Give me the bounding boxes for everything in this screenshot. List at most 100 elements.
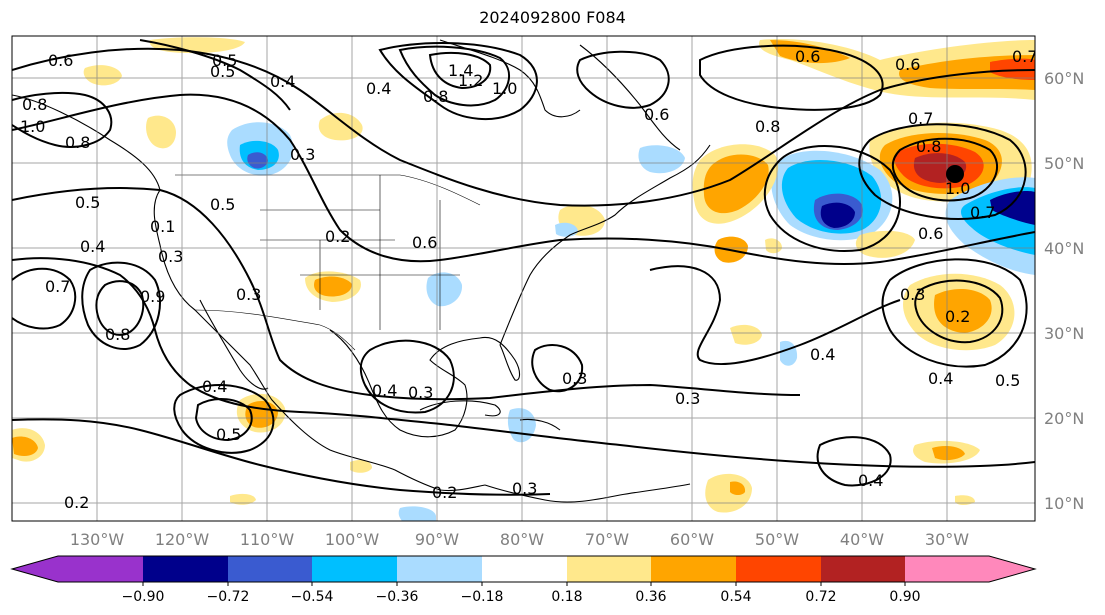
contour-label: 0.5 — [210, 195, 235, 214]
contour-line — [398, 45, 510, 107]
map-frame — [11, 35, 1036, 522]
contour-line — [194, 398, 253, 442]
contour-label: 0.6 — [48, 51, 73, 70]
colorbar-tick-label: −0.54 — [291, 589, 334, 605]
gulf-coast — [329, 329, 481, 438]
us-mexico-border — [194, 309, 356, 351]
lon-label: 120°W — [155, 530, 210, 549]
colorbar-swatch — [736, 556, 821, 582]
anomaly-fill — [83, 65, 122, 86]
contour-label: 0.2 — [432, 483, 457, 502]
contour-label: 0.4 — [858, 471, 883, 490]
colorbar-swatch — [228, 556, 312, 582]
contour-label: 1.0 — [945, 179, 970, 198]
contour-line — [173, 384, 275, 454]
contour-label: 0.2 — [325, 227, 350, 246]
contour-label: 0.4 — [80, 237, 105, 256]
contour-line — [914, 279, 1004, 344]
anomaly-fill — [703, 154, 769, 214]
contour-label: 0.5 — [995, 371, 1020, 390]
anomaly-fill — [314, 276, 352, 297]
hudson-bay-coast — [439, 39, 581, 118]
contour-line — [428, 51, 492, 90]
colorbar-swatch — [58, 556, 143, 582]
colorbar-swatch — [567, 556, 651, 582]
colorbar-tick-label: 0.36 — [635, 589, 666, 605]
anomaly-fill — [247, 152, 268, 169]
lon-label: 110°W — [240, 530, 295, 549]
latitude-labels: 60°N 50°N 40°N 30°N 20°N 10°N — [1044, 69, 1084, 513]
lat-label: 50°N — [1044, 154, 1084, 173]
contour-label: 0.4 — [202, 377, 227, 396]
contour-label: 0.9 — [140, 287, 165, 306]
colorbar-swatch — [397, 556, 482, 582]
colorbar-swatch — [905, 556, 989, 582]
colorbar-tick-label: 0.54 — [720, 589, 751, 605]
contour-label: 0.8 — [916, 137, 941, 156]
contour-line — [95, 280, 145, 336]
contour-line — [816, 436, 892, 487]
pacific-coast — [12, 94, 486, 492]
political-borders — [175, 174, 481, 351]
atlantic-coast — [499, 144, 711, 346]
coastlines — [12, 39, 711, 503]
contour-label: 1.2 — [458, 71, 483, 90]
lon-label: 90°W — [415, 530, 459, 549]
anomaly-fill — [730, 324, 762, 345]
contour-label: 0.1 — [150, 217, 175, 236]
contour-label: 0.4 — [810, 345, 835, 364]
contour-label: 0.5 — [216, 425, 241, 444]
contour-line — [12, 187, 801, 401]
contour-label: 0.8 — [65, 133, 90, 152]
colorbar-tick-label: 0.18 — [551, 589, 582, 605]
colorbar-swatch — [143, 556, 228, 582]
contour-line — [359, 339, 455, 414]
contour-line — [649, 265, 901, 366]
contour-label: 0.4 — [928, 369, 953, 388]
lon-label: 60°W — [670, 530, 714, 549]
contour-line — [81, 261, 161, 350]
anomaly-fill — [765, 238, 782, 254]
contour-line — [763, 145, 901, 252]
contour-label: 0.6 — [918, 224, 943, 243]
contour-line — [139, 39, 291, 111]
contour-label: 0.2 — [64, 493, 89, 512]
colorbar-swatch — [12, 556, 58, 582]
contour-label: 0.8 — [423, 87, 448, 106]
colorbar-tick-labels: −0.90 −0.72 −0.54 −0.36 −0.18 0.18 0.36 … — [122, 589, 921, 605]
colorbar-tick-label: −0.90 — [122, 589, 165, 605]
lon-label: 80°W — [500, 530, 544, 549]
max-marker — [946, 165, 964, 183]
contour-line — [12, 418, 551, 496]
contour-label: 0.6 — [412, 233, 437, 252]
contour-line — [576, 50, 670, 109]
colorbar: −0.90 −0.72 −0.54 −0.36 −0.18 0.18 0.36 … — [10, 555, 1037, 605]
lon-label: 100°W — [325, 530, 380, 549]
colorbar-ticks — [142, 582, 906, 586]
contour-label: 0.7 — [970, 203, 995, 222]
lat-label: 30°N — [1044, 324, 1084, 343]
contour-lines — [12, 39, 1035, 496]
contour-label: 0.3 — [236, 285, 261, 304]
contour-label: 0.4 — [372, 381, 397, 400]
colorbar-tick-label: 0.72 — [805, 589, 836, 605]
contour-label: 0.3 — [290, 145, 315, 164]
contour-label: 0.5 — [212, 51, 237, 70]
longitude-labels: 130°W 120°W 110°W 100°W 90°W 80°W 70°W 6… — [70, 530, 969, 549]
contour-label: 0.2 — [945, 307, 970, 326]
contour-line — [378, 42, 538, 121]
contour-label: 0.8 — [22, 95, 47, 114]
contour-label: 0.5 — [75, 193, 100, 212]
contour-label: 0.3 — [408, 383, 433, 402]
south-america-coast — [484, 483, 691, 503]
anomaly-fill — [820, 202, 855, 228]
state-borders — [260, 175, 460, 330]
colorbar-swatch — [312, 556, 397, 582]
contour-label: 0.7 — [908, 109, 933, 128]
contour-label: 0.3 — [562, 369, 587, 388]
contour-label: 0.6 — [795, 47, 820, 66]
contour-line — [858, 123, 1027, 220]
lat-label: 10°N — [1044, 494, 1084, 513]
anomaly-fill — [426, 272, 463, 307]
anomaly-fill — [230, 493, 256, 505]
